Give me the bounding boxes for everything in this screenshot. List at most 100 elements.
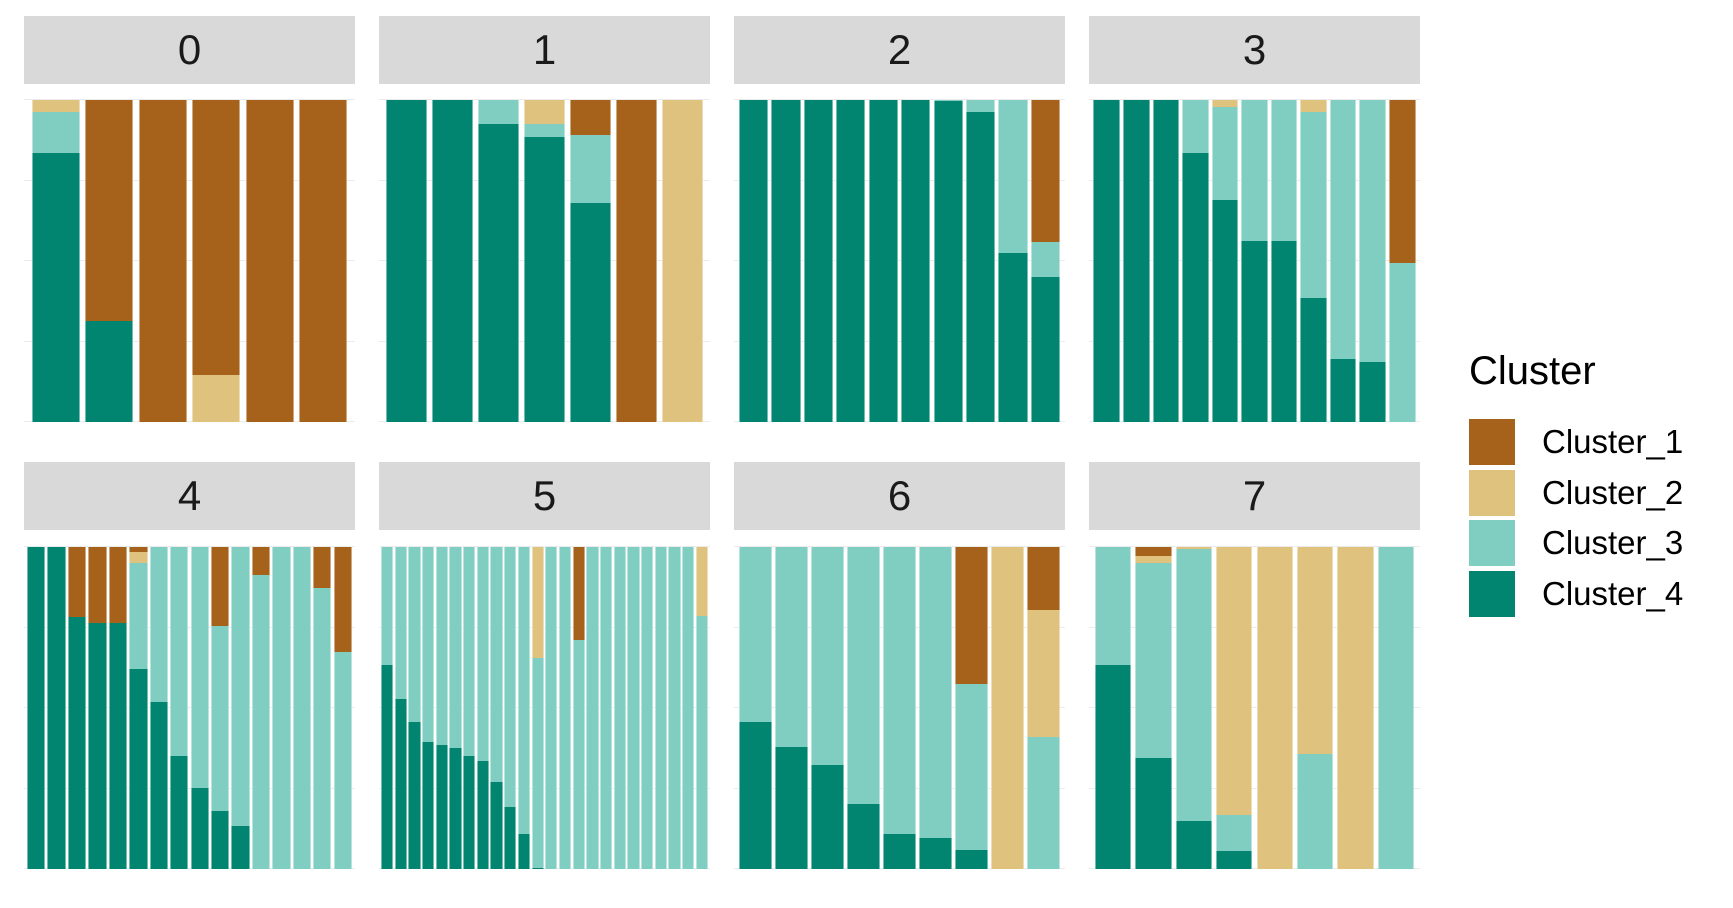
bar-segment-cluster-3 xyxy=(504,547,517,808)
bar-segment-cluster-4 xyxy=(435,745,449,869)
bar-segment-cluster-4 xyxy=(569,203,612,422)
bar-segment-cluster-3 xyxy=(1135,563,1172,759)
bar-segment-cluster-3 xyxy=(545,547,558,869)
gridline xyxy=(24,421,355,423)
stacked-bar xyxy=(1337,547,1374,869)
bar-segment-cluster-4 xyxy=(394,698,408,869)
bar-segment-cluster-3 xyxy=(477,100,520,125)
stacked-bar xyxy=(463,547,476,869)
bar-segment-cluster-3 xyxy=(933,100,963,102)
legend-item-cluster-1: Cluster_1 xyxy=(1469,417,1683,468)
gridline xyxy=(24,546,355,548)
bar-segment-cluster-3 xyxy=(681,547,695,869)
bar-segment-cluster-1 xyxy=(67,547,87,617)
bar-segment-cluster-4 xyxy=(1216,850,1253,869)
bar-segment-cluster-3 xyxy=(811,547,844,766)
bar-segment-cluster-2 xyxy=(695,547,708,616)
stacked-bar xyxy=(27,547,46,869)
gridline xyxy=(1089,546,1420,548)
bar-segment-cluster-2 xyxy=(661,100,704,422)
facet-label: 1 xyxy=(532,26,557,73)
gridline xyxy=(379,99,710,101)
facet-label: 4 xyxy=(177,472,202,519)
bar-segment-cluster-2 xyxy=(1256,547,1293,869)
bar-segment-cluster-1 xyxy=(85,100,134,321)
gridline xyxy=(379,546,710,548)
bar-segment-cluster-4 xyxy=(1241,241,1268,422)
bar-segment-cluster-1 xyxy=(251,547,271,575)
stacked-bar xyxy=(1211,100,1239,422)
gridline xyxy=(24,260,355,262)
gridline xyxy=(379,707,710,709)
bar-segment-cluster-4 xyxy=(431,100,474,422)
stacked-bar xyxy=(558,547,572,869)
bar-segment-cluster-3 xyxy=(1241,100,1268,242)
gridline xyxy=(1089,707,1420,709)
bar-segment-cluster-3 xyxy=(210,626,230,811)
facet-strip-1: 1 xyxy=(379,16,710,84)
stacked-bar xyxy=(803,100,833,422)
bar-segment-cluster-3 xyxy=(408,547,421,723)
bar-segment-cluster-3 xyxy=(847,547,880,805)
bar-segment-cluster-4 xyxy=(1300,297,1327,422)
gridline xyxy=(1089,787,1420,789)
facet-label: 0 xyxy=(177,26,202,73)
stacked-bar xyxy=(251,547,271,869)
legend: Cluster Cluster_1 Cluster_2 Cluster_3 Cl… xyxy=(1469,345,1683,619)
bar-segment-cluster-4 xyxy=(1093,100,1121,422)
bar-segment-cluster-4 xyxy=(901,100,931,422)
plot-area xyxy=(734,99,1065,423)
bar-segment-cluster-2 xyxy=(1216,547,1253,816)
gridline xyxy=(379,868,710,870)
stacked-bar xyxy=(1030,100,1061,422)
legend-swatch xyxy=(1469,570,1515,617)
stacked-bar xyxy=(919,547,952,869)
stacked-bar xyxy=(272,547,291,869)
bar-segment-cluster-3 xyxy=(394,547,408,699)
bar-segment-cluster-4 xyxy=(190,787,209,869)
bar-segment-cluster-2 xyxy=(1300,100,1327,113)
bar-segment-cluster-3 xyxy=(463,547,476,756)
bar-segment-cluster-2 xyxy=(32,100,81,112)
gridline xyxy=(734,340,1065,342)
bar-segment-cluster-4 xyxy=(883,833,916,869)
stacked-bar xyxy=(1296,547,1334,869)
stacked-bar xyxy=(640,547,654,869)
bar-segment-cluster-4 xyxy=(739,722,772,869)
bar-segment-cluster-4 xyxy=(517,833,531,869)
bar-segment-cluster-4 xyxy=(210,810,230,869)
stacked-bar xyxy=(599,547,613,869)
bar-segment-cluster-4 xyxy=(47,547,66,869)
bar-segment-cluster-1 xyxy=(129,547,148,553)
bar-segment-cluster-4 xyxy=(67,616,87,869)
stacked-bar xyxy=(1182,100,1209,422)
gridline xyxy=(1089,626,1420,628)
stacked-bar xyxy=(1388,100,1416,422)
bar-segment-cluster-3 xyxy=(449,547,462,749)
plot-area xyxy=(379,546,710,870)
facet-label: 5 xyxy=(532,472,557,519)
stacked-bar xyxy=(333,547,352,869)
bar-segment-cluster-1 xyxy=(298,100,347,422)
stacked-bar xyxy=(695,547,708,869)
plot-area xyxy=(1089,99,1420,423)
stacked-bar xyxy=(385,100,428,422)
bar-segment-cluster-2 xyxy=(192,375,241,422)
bar-segment-cluster-2 xyxy=(1211,100,1239,108)
stacked-bar xyxy=(245,100,294,422)
legend-swatch xyxy=(1469,520,1515,567)
bar-segment-cluster-3 xyxy=(490,547,503,783)
bar-segment-cluster-4 xyxy=(803,100,833,422)
plot-area xyxy=(24,99,355,423)
bar-segment-cluster-3 xyxy=(1359,100,1386,363)
bar-segment-cluster-4 xyxy=(85,320,134,422)
gridline xyxy=(24,179,355,181)
stacked-bar xyxy=(298,100,347,422)
bar-segment-cluster-3 xyxy=(558,547,572,869)
bar-segment-cluster-4 xyxy=(408,722,421,869)
stacked-bar xyxy=(190,547,209,869)
bar-segment-cluster-4 xyxy=(1329,358,1357,422)
stacked-bar xyxy=(1241,100,1268,422)
bar-segment-cluster-3 xyxy=(149,547,169,703)
bar-segment-cluster-3 xyxy=(531,657,544,868)
